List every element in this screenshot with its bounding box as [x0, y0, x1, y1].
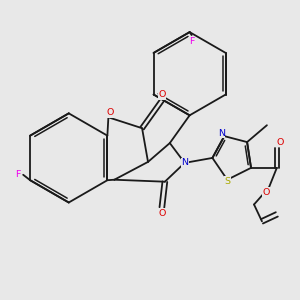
Text: N: N — [218, 129, 225, 138]
Text: O: O — [106, 108, 114, 117]
Text: F: F — [189, 37, 194, 46]
Text: O: O — [158, 90, 166, 99]
Text: O: O — [276, 138, 284, 147]
Text: N: N — [181, 158, 188, 167]
Text: F: F — [15, 170, 20, 179]
Text: S: S — [224, 177, 230, 186]
Text: O: O — [158, 209, 166, 218]
Text: O: O — [262, 188, 270, 196]
